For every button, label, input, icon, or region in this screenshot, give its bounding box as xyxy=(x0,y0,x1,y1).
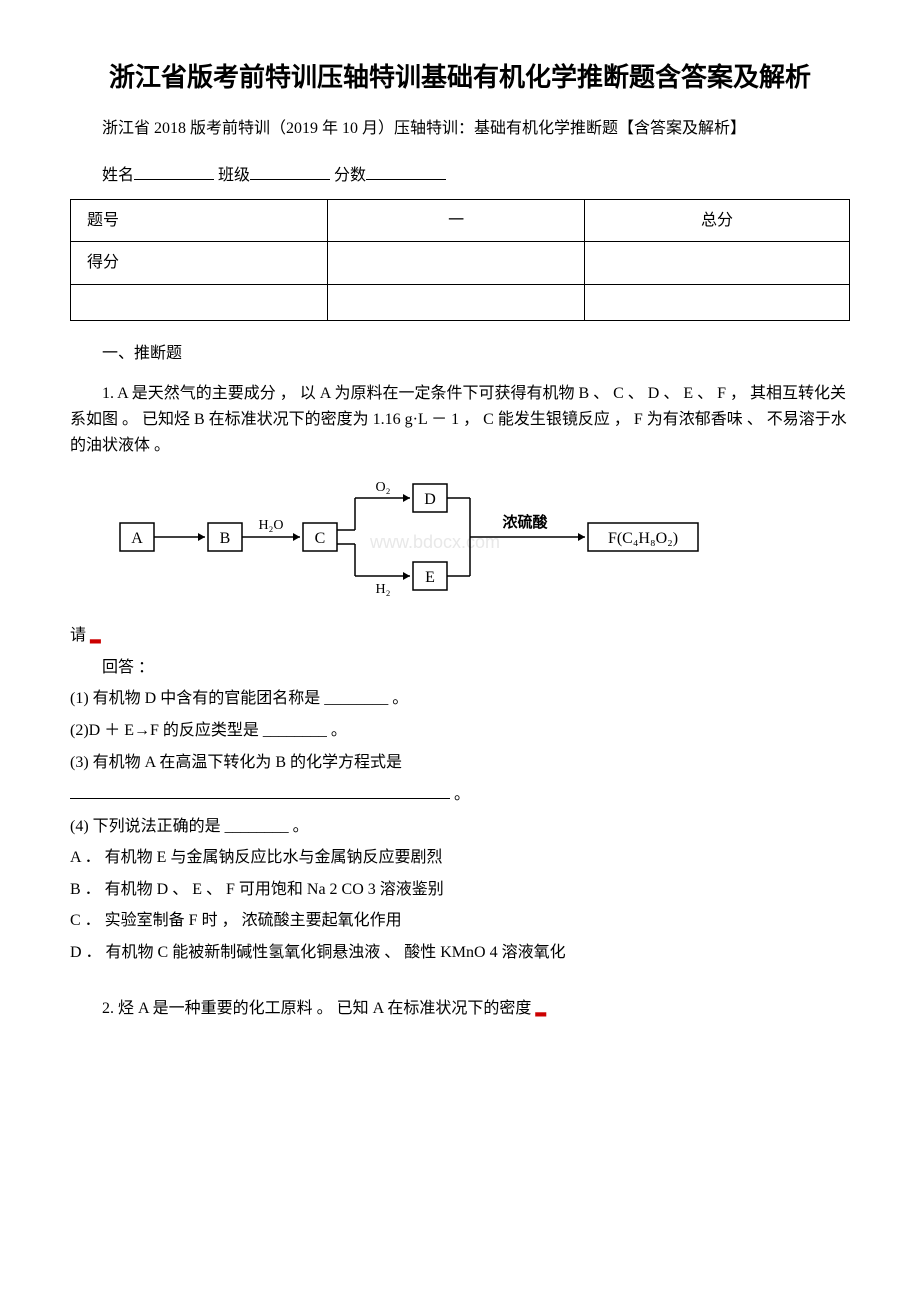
cell-empty xyxy=(71,284,328,320)
class-label: 班级 xyxy=(218,167,250,184)
cell-empty xyxy=(585,242,850,285)
section-header: 一、推断题 xyxy=(70,341,850,367)
cell-total: 总分 xyxy=(585,199,850,242)
watermark: www.bdocx.com xyxy=(369,532,500,552)
cell-empty xyxy=(328,284,585,320)
q1-part3: (3) 有机物 A 在高温下转化为 B 的化学方程式是 xyxy=(70,750,850,776)
name-label: 姓名 xyxy=(102,167,134,184)
cell-one: 一 xyxy=(328,199,585,242)
table-row: 题号 一 总分 xyxy=(71,199,850,242)
score-blank xyxy=(366,162,446,180)
class-blank xyxy=(250,162,330,180)
q1-part1: (1) 有机物 D 中含有的官能团名称是 ________ 。 xyxy=(70,686,850,712)
answer-label: 回答 ： xyxy=(70,655,850,681)
box-e: E xyxy=(425,569,435,586)
table-row: 得分 xyxy=(71,242,850,285)
label-acid: 浓硫酸 xyxy=(502,513,548,531)
box-f: F(C₄H₈O₂) xyxy=(608,530,678,547)
box-b: B xyxy=(220,530,231,547)
label-h2: H₂ xyxy=(376,582,391,597)
please-label: 请 ▂ xyxy=(70,623,850,649)
cell-empty xyxy=(585,284,850,320)
cell-score-label: 得分 xyxy=(71,242,328,285)
question-1: 1. A 是天然气的主要成分 ， 以 A 为原料在一定条件下可获得有机物 B 、… xyxy=(70,381,850,458)
cell-num-header: 题号 xyxy=(71,199,328,242)
reaction-diagram: www.bdocx.com A B H₂O C O₂ D xyxy=(70,473,850,603)
box-a: A xyxy=(131,530,143,547)
question-2: 2. 烃 A 是一种重要的化工原料 。 已知 A 在标准状况下的密度 ▂ xyxy=(70,996,850,1022)
page-title: 浙江省版考前特训压轴特训基础有机化学推断题含答案及解析 xyxy=(70,60,850,96)
q1-optC: C ． 实验室制备 F 时 ， 浓硫酸主要起氧化作用 xyxy=(70,908,850,934)
q1-optA: A ． 有机物 E 与金属钠反应比水与金属钠反应要剧烈 xyxy=(70,845,850,871)
q1-optB: B ． 有机物 D 、 E 、 F 可用饱和 Na 2 CO 3 溶液鉴别 xyxy=(70,877,850,903)
q1-part3-blank: 。 xyxy=(70,781,850,808)
red-marker: ▂ xyxy=(535,1002,546,1017)
red-marker: ▂ xyxy=(90,629,101,644)
box-d: D xyxy=(424,491,436,508)
box-c: C xyxy=(315,530,326,547)
score-table: 题号 一 总分 得分 xyxy=(70,199,850,321)
label-h2o: H₂O xyxy=(258,518,283,533)
q1-part2: (2)D ＋ E→F 的反应类型是 ________ 。 xyxy=(70,718,850,744)
subtitle: 浙江省 2018 版考前特训（2019 年 10 月）压轴特训：基础有机化学推断… xyxy=(70,116,850,142)
table-row xyxy=(71,284,850,320)
form-line: 姓名 班级 分数 xyxy=(70,162,850,189)
cell-empty xyxy=(328,242,585,285)
label-o2: O₂ xyxy=(376,480,391,495)
name-blank xyxy=(134,162,214,180)
q1-part4: (4) 下列说法正确的是 ________ 。 xyxy=(70,814,850,840)
score-label: 分数 xyxy=(334,167,366,184)
diagram-svg: www.bdocx.com A B H₂O C O₂ D xyxy=(100,473,740,603)
q1-optD: D ． 有机物 C 能被新制碱性氢氧化铜悬浊液 、 酸性 KMnO 4 溶液氧化 xyxy=(70,940,850,966)
